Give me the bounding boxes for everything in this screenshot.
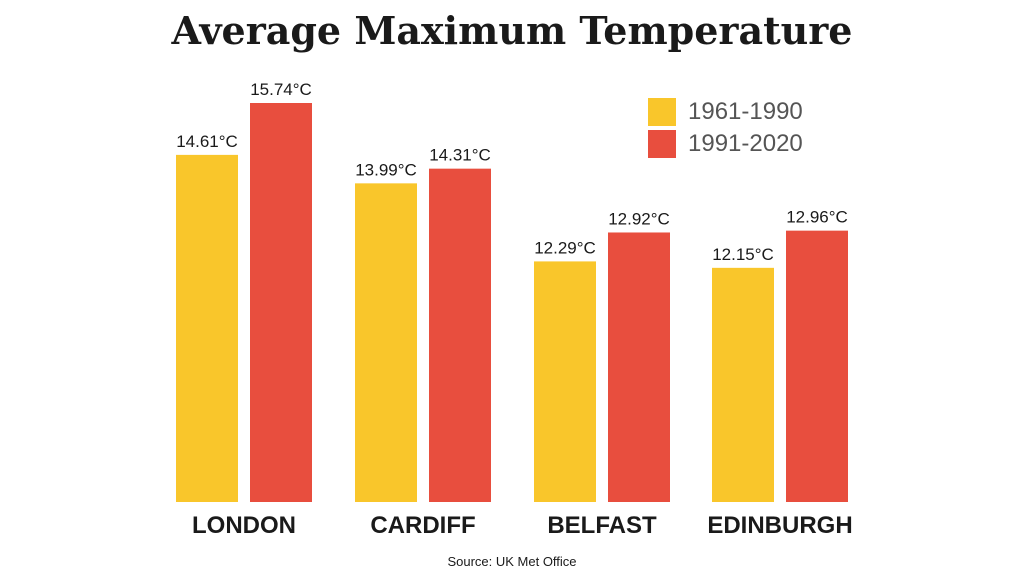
chart-title: Average Maximum Temperature [171,8,853,53]
source-note: Source: UK Met Office [447,554,577,569]
category-label-london: LONDON [192,512,296,539]
category-label-belfast: BELFAST [547,512,657,539]
bar-london-series-1 [176,154,238,502]
bar-london-series-2 [250,103,312,502]
data-label-cardiff-series-2: 14.31°C [429,146,491,165]
data-label-edinburgh-series-1: 12.15°C [712,245,774,264]
data-label-london-series-2: 15.74°C [250,80,312,99]
legend-swatch-series-2 [648,130,676,158]
bar-belfast-series-1 [534,261,596,502]
data-label-belfast-series-1: 12.29°C [534,238,596,257]
data-label-belfast-series-2: 12.92°C [608,209,670,228]
bar-edinburgh-series-1 [712,267,774,502]
category-label-edinburgh: EDINBURGH [707,512,852,539]
legend-label-series-1: 1961-1990 [688,98,803,125]
legend-item-series-2: 1991-2020 [648,128,803,160]
category-label-cardiff: CARDIFF [370,512,475,539]
data-label-london-series-1: 14.61°C [176,132,238,151]
legend: 1961-1990 1991-2020 [648,96,803,160]
legend-item-series-1: 1961-1990 [648,96,803,128]
bar-belfast-series-2 [608,232,670,502]
legend-swatch-series-1 [648,98,676,126]
bar-cardiff-series-2 [429,168,491,502]
data-label-edinburgh-series-2: 12.96°C [786,208,848,227]
data-label-cardiff-series-1: 13.99°C [355,160,417,179]
legend-label-series-2: 1991-2020 [688,130,803,157]
bar-edinburgh-series-2 [786,230,848,503]
bar-cardiff-series-1 [355,183,417,502]
